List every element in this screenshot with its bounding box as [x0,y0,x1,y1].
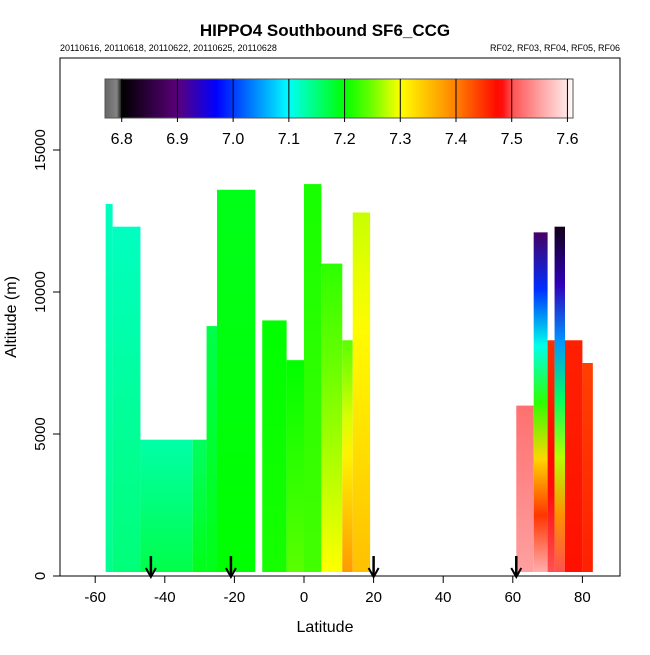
heatmap-profile [516,405,534,572]
heatmap-profile [547,340,555,572]
colorbar-tick-label: 7.2 [333,131,355,148]
colorbar: 6.8 6.9 7.0 7.1 7.2 7.3 7.4 7.5 7.6 [104,78,579,148]
subtitle-flights: RF02, RF03, RF04, RF05, RF06 [490,43,620,53]
chart-title: HIPPO4 Southbound SF6_CCG [200,21,450,40]
x-tick-label: 0 [300,589,308,606]
heatmap-profile [321,263,343,572]
heatmap-profile [565,340,583,572]
colorbar-gradient [104,78,574,119]
y-tick-label: 0 [32,572,49,580]
y-tick-label: 10000 [32,271,49,313]
x-tick-label: 60 [504,589,521,606]
heatmap-area [105,184,593,573]
subtitle-dates: 20110616, 20110618, 20110622, 20110625, … [60,43,277,53]
heatmap-profile [206,326,217,572]
heatmap-profile [582,363,593,572]
heatmap-profile [217,189,256,572]
heatmap-profile [140,439,193,572]
colorbar-tick-label: 7.6 [556,131,578,148]
heatmap-profile [105,203,113,572]
y-tick-label: 15000 [32,129,49,171]
colorbar-tick-label: 7.0 [222,131,244,148]
arrow-head-icon [225,567,237,580]
heatmap-profile [352,212,371,573]
plot-frame [59,57,621,577]
heatmap-profile [192,439,207,572]
x-tick-label: 80 [574,589,591,606]
colorbar-tick-label: 7.1 [278,131,300,148]
x-tick-label: 40 [435,589,452,606]
x-tick-label: -40 [154,589,176,606]
colorbar-tick-label: 7.4 [445,131,467,148]
colorbar-tick-label: 6.8 [111,131,133,148]
axes: -60 -40 -20 0 20 40 60 80 0 5000 10000 15000 [32,129,591,606]
heatmap-profile [262,320,287,572]
heatmap-profile [554,226,565,572]
heatmap-profile [304,184,322,572]
x-tick-label: -20 [224,589,246,606]
colorbar-tick-label: 6.9 [166,131,188,148]
arrow-head-icon [145,567,157,580]
y-axis-label: Altitude (m) [3,276,20,358]
arrow-markers [145,556,523,580]
heatmap-profile [286,360,304,572]
heatmap-profile [342,340,353,572]
heatmap-profile [112,226,141,572]
arrow-head-icon [510,567,523,580]
colorbar-tick-label: 7.3 [389,131,411,148]
heatmap-profile [533,232,548,573]
x-tick-label: 20 [365,589,382,606]
y-tick-label: 5000 [32,417,49,450]
colorbar-tick-label: 7.5 [501,131,523,148]
x-axis-label: Latitude [297,619,354,636]
x-tick-label: -60 [84,589,106,606]
